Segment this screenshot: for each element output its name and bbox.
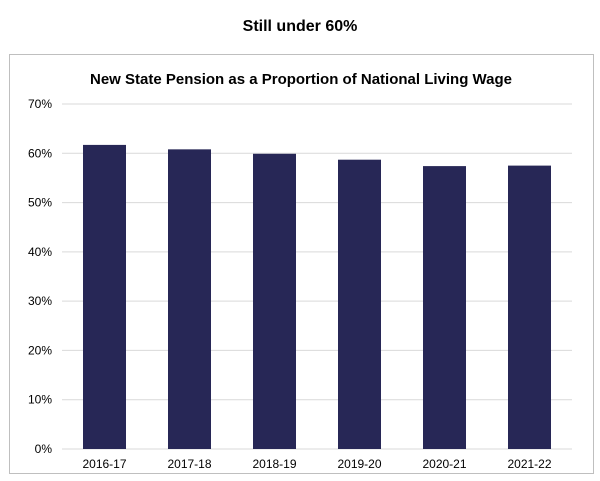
x-axis-ticks: 2016-17 2017-18 2018-19 2019-20 2020-21 2021-… bbox=[82, 457, 551, 471]
bar-2018-19 bbox=[253, 153, 296, 449]
y-tick-label: 0% bbox=[35, 442, 53, 456]
bars bbox=[83, 144, 551, 450]
bar-2021-22 bbox=[508, 165, 551, 449]
y-tick-label: 30% bbox=[28, 294, 52, 308]
x-tick-label: 2020-21 bbox=[422, 457, 466, 471]
x-tick-label: 2018-19 bbox=[252, 457, 296, 471]
bar-2019-20 bbox=[338, 159, 381, 449]
x-tick-label: 2019-20 bbox=[337, 457, 381, 471]
y-tick-label: 10% bbox=[28, 393, 52, 407]
headline: Still under 60% bbox=[242, 18, 358, 35]
y-tick-label: 60% bbox=[28, 146, 52, 160]
y-tick-label: 70% bbox=[28, 97, 52, 111]
y-tick-label: 40% bbox=[28, 245, 52, 259]
chart-title: New State Pension as a Proportion of Nat… bbox=[90, 71, 512, 88]
y-tick-label: 20% bbox=[28, 343, 52, 357]
bar-2020-21 bbox=[423, 166, 466, 449]
bar-2017-18 bbox=[168, 149, 211, 450]
gridlines bbox=[62, 103, 572, 450]
x-tick-label: 2016-17 bbox=[82, 457, 126, 471]
bar-2016-17 bbox=[83, 144, 126, 449]
y-axis-ticks: 0% 10% 20% 30% 40% 50% 60% 70% bbox=[28, 97, 52, 456]
y-tick-label: 50% bbox=[28, 196, 52, 210]
x-tick-label: 2017-18 bbox=[167, 457, 211, 471]
x-tick-label: 2021-22 bbox=[507, 457, 551, 471]
